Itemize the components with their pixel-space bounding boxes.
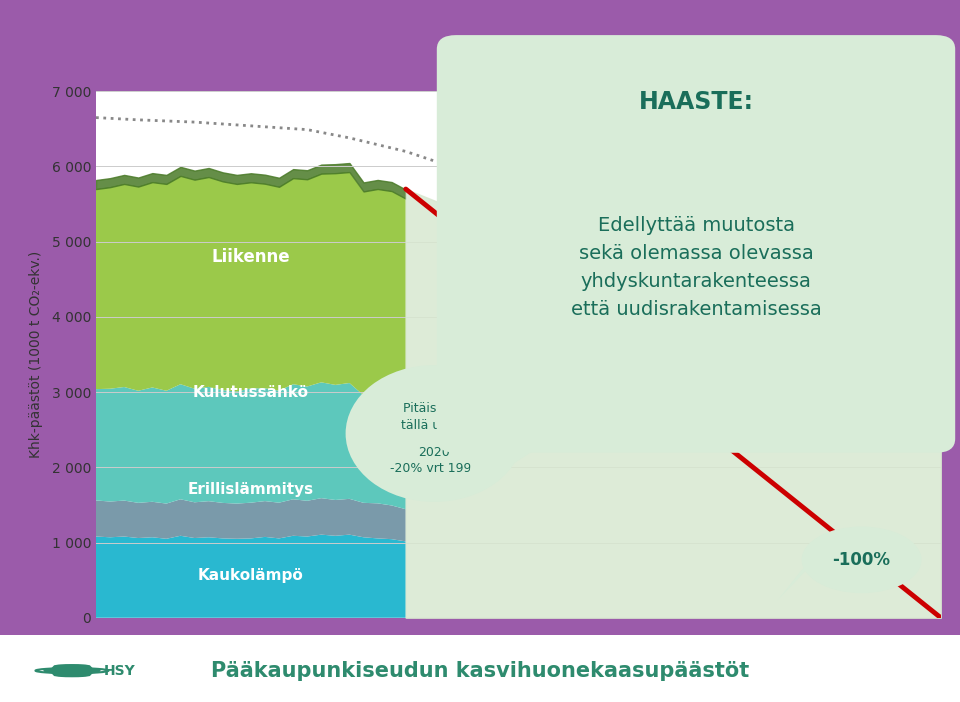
Text: Kaukolämpö: Kaukolämpö [198, 568, 303, 583]
Text: 40: 40 [791, 654, 808, 668]
Text: Tavoitteet: Tavoitteet [696, 406, 791, 424]
Text: 2020
-20% vrt 1990: 2020 -20% vrt 1990 [390, 446, 479, 475]
Text: 2050: 2050 [922, 654, 960, 668]
Text: 32: 32 [679, 654, 696, 668]
Text: 04: 04 [284, 654, 301, 668]
Text: 00: 00 [228, 654, 246, 668]
Y-axis label: Khk-päästöt (1000 t CO₂-ekv.): Khk-päästöt (1000 t CO₂-ekv.) [30, 251, 43, 458]
Text: HAASTE:: HAASTE: [638, 90, 754, 114]
Text: Liikenne: Liikenne [211, 248, 290, 266]
Text: 08: 08 [341, 654, 358, 668]
Text: 24: 24 [566, 654, 584, 668]
Text: Pääkaupunkiseudun kasvihuonekaasupäästöt: Pääkaupunkiseudun kasvihuonekaasupäästöt [211, 661, 749, 681]
Text: HSY: HSY [104, 663, 135, 677]
Text: Edellyttää muutosta
sekä olemassa olevassa
yhdyskuntarakenteessa
että uudisraken: Edellyttää muutosta sekä olemassa olevas… [570, 216, 822, 319]
Text: Pitäisi olla
tällä uralla: Pitäisi olla tällä uralla [401, 402, 468, 432]
Text: 28: 28 [622, 654, 640, 668]
Text: 36: 36 [734, 654, 753, 668]
Text: 48: 48 [903, 654, 922, 668]
Text: 20: 20 [510, 654, 527, 668]
Text: 44: 44 [848, 654, 865, 668]
Text: -100%: -100% [832, 551, 891, 569]
Text: 12: 12 [396, 654, 415, 668]
Text: 90: 90 [87, 654, 105, 668]
Text: Kulutussähkö: Kulutussähkö [193, 385, 309, 399]
Text: 16: 16 [453, 654, 471, 668]
Text: Vuosi:: Vuosi: [34, 654, 75, 668]
Text: Erillislämmitys: Erillislämmitys [188, 482, 314, 498]
